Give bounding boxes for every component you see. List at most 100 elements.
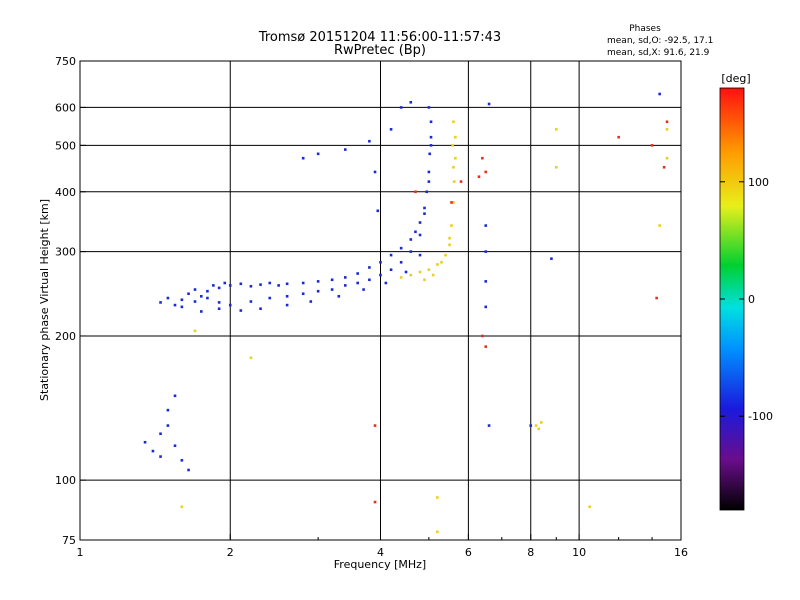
data-point	[418, 270, 422, 274]
data-point	[452, 120, 455, 124]
data-point	[537, 427, 541, 431]
data-point	[658, 224, 661, 227]
data-point	[427, 268, 431, 272]
data-point	[409, 238, 413, 241]
data-point	[448, 243, 451, 247]
data-point	[159, 455, 162, 458]
data-point	[452, 180, 456, 183]
data-point	[529, 424, 533, 427]
x-tick-label: 8	[527, 546, 534, 559]
data-point	[399, 260, 403, 264]
data-point	[217, 307, 221, 311]
plot-area: 1 2 4 6 8 10 16 75 100 200 300 400 500 600 750	[55, 55, 688, 559]
x-tick-label: 1	[77, 546, 84, 559]
y-tick-label: 300	[55, 246, 76, 259]
data-point	[217, 301, 221, 304]
data-point	[431, 273, 435, 277]
data-point	[436, 530, 439, 534]
data-point	[384, 281, 388, 285]
colorbar-tick-label: 0	[748, 293, 755, 306]
x-tick-label: 4	[377, 546, 384, 559]
data-point	[228, 303, 232, 307]
data-point	[151, 449, 155, 453]
data-point	[316, 280, 320, 283]
data-point	[389, 128, 393, 131]
series-group	[180, 120, 669, 534]
data-point	[414, 230, 417, 234]
data-point	[452, 165, 455, 169]
data-point	[159, 301, 162, 304]
data-point	[277, 284, 280, 287]
data-point	[379, 273, 382, 277]
data-point	[285, 282, 289, 286]
data-point	[484, 305, 488, 309]
data-point	[540, 421, 543, 424]
data-point	[187, 468, 190, 472]
data-point	[534, 424, 538, 427]
data-point	[249, 284, 253, 288]
data-point	[206, 296, 209, 300]
data-point	[362, 288, 365, 291]
data-point	[206, 289, 209, 293]
data-point	[665, 120, 669, 124]
colorbar-tick-label: -100	[748, 410, 773, 423]
y-tick-label: 500	[55, 139, 76, 152]
data-point	[588, 505, 591, 509]
data-point	[143, 440, 147, 444]
data-point	[399, 246, 403, 250]
data-point	[173, 444, 177, 448]
chart-title: Tromsø 20151204 11:56:00-11:57:43	[258, 30, 501, 45]
y-axis-label: Stationary phase Virtual Height [km]	[38, 199, 51, 401]
data-point	[373, 424, 377, 427]
chart-subtitle: RwPretec (Bp)	[334, 43, 426, 58]
data-point	[223, 281, 227, 285]
data-point	[301, 281, 305, 285]
data-point	[481, 334, 484, 338]
data-point	[487, 424, 491, 427]
data-point	[477, 175, 481, 179]
data-point	[316, 289, 320, 293]
data-point	[193, 300, 197, 303]
data-point	[429, 135, 433, 139]
x-tick-label: 2	[227, 546, 234, 559]
data-point	[450, 224, 453, 227]
data-point	[212, 284, 215, 287]
data-point	[316, 152, 320, 156]
data-point	[228, 284, 232, 287]
data-point	[376, 209, 380, 213]
data-point	[173, 303, 177, 307]
data-point	[444, 253, 447, 257]
x-axis: 1 2 4 6 8 10 16	[77, 534, 688, 559]
data-point	[454, 156, 457, 160]
data-point	[166, 408, 170, 412]
y-tick-label: 200	[55, 330, 76, 343]
data-point	[423, 206, 426, 210]
data-point	[665, 128, 669, 131]
data-point	[425, 190, 428, 194]
data-point	[550, 257, 553, 260]
data-point	[180, 459, 184, 462]
data-point	[427, 106, 431, 109]
data-point	[285, 295, 289, 298]
data-point	[200, 295, 203, 298]
colorbar-ticks: 100 0 -100	[720, 176, 773, 423]
data-point	[554, 165, 558, 169]
data-point	[368, 139, 371, 143]
data-point	[373, 170, 377, 174]
data-point	[330, 288, 334, 291]
data-point	[301, 292, 305, 296]
data-point	[427, 180, 431, 183]
data-point	[481, 156, 484, 160]
data-point	[166, 296, 170, 300]
data-point	[268, 296, 272, 300]
data-point	[423, 278, 426, 282]
data-point	[200, 310, 203, 313]
colorbar-label: [deg]	[721, 72, 750, 85]
data-point	[399, 106, 403, 109]
x-axis-label: Frequency [MHz]	[334, 558, 426, 571]
data-point	[409, 273, 413, 277]
data-point	[268, 281, 272, 285]
data-point	[166, 424, 170, 427]
data-point	[484, 224, 488, 227]
